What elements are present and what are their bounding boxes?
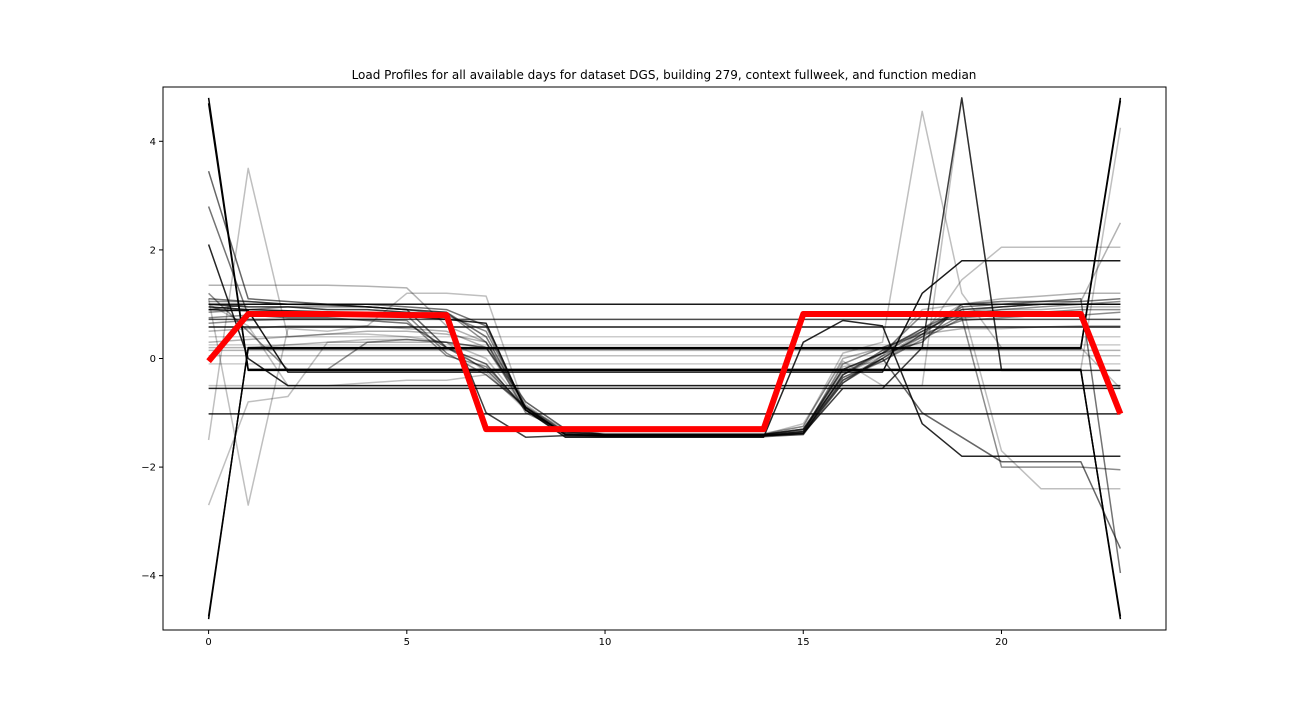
profile-line-25: [208, 303, 1121, 490]
profile-line-1: [207, 97, 1122, 620]
x-tick-label: 10: [599, 637, 612, 648]
y-tick-label: 4: [150, 137, 156, 148]
profile-line-10: [207, 244, 1121, 387]
profile-line-4: [207, 100, 1122, 617]
y-tick-label: −4: [141, 571, 156, 582]
y-tick-label: −2: [141, 463, 156, 474]
profile-line-20: [208, 292, 1121, 471]
profile-line-23: [207, 110, 1121, 506]
profile-line-22: [207, 97, 1122, 441]
median-layer: [206, 311, 1124, 433]
x-tick-label: 0: [205, 637, 211, 648]
y-axis: −4 −2 0 2 4: [141, 137, 163, 582]
x-tick-label: 20: [995, 637, 1008, 648]
x-tick-label: 15: [797, 637, 810, 648]
profile-line-3: [207, 103, 1122, 617]
profile-line-12: [208, 260, 1121, 373]
y-tick-label: 0: [150, 354, 156, 365]
y-tick-label: 2: [150, 245, 156, 256]
median-line: [206, 311, 1124, 433]
chart-title: Load Profiles for all available days for…: [352, 68, 977, 82]
profile-line-2: [207, 97, 1122, 620]
x-axis: 0 5 10 15 20: [205, 630, 1008, 648]
profile-line-26: [208, 292, 1121, 436]
profile-line-36: [208, 303, 1121, 437]
series-layer: [207, 97, 1122, 620]
x-tick-label: 5: [404, 637, 410, 648]
profile-line-28: [208, 325, 1121, 436]
